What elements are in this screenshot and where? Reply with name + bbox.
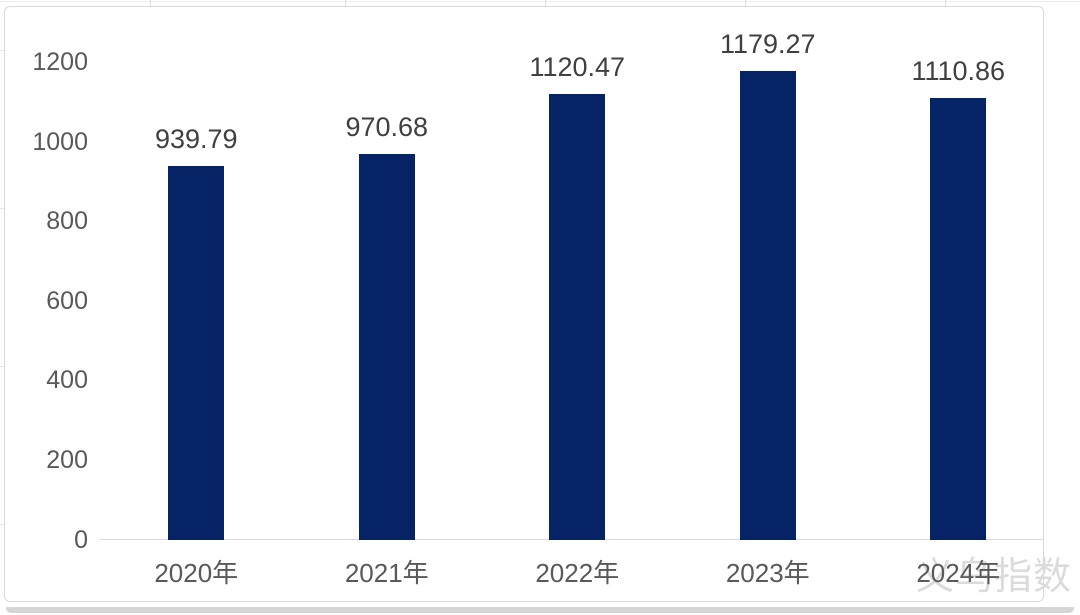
y-axis-tick-label: 400 [46, 366, 88, 395]
watermark-text: 义乌指数 [916, 556, 1073, 598]
outer-frame-bottom-edge [6, 607, 1074, 613]
background-gridline-vertical [150, 0, 151, 6]
background-gridline-horizontal [0, 524, 4, 525]
bar-2024年 [930, 97, 987, 540]
bar-value-label: 1110.86 [911, 55, 1006, 86]
background-gridline-horizontal [0, 208, 4, 209]
y-axis-tick-label: 1200 [32, 48, 88, 76]
background-gridline-vertical [745, 0, 746, 6]
x-axis-category-label: 2020年 [154, 558, 239, 588]
bar-2021年 [358, 153, 415, 540]
background-gridline-horizontal [0, 50, 4, 51]
background-gridline-vertical [345, 0, 346, 6]
background-gridline-vertical [945, 0, 946, 6]
bar-2023年 [739, 70, 796, 540]
y-axis-tick-label: 0 [74, 525, 88, 554]
x-axis-category-label: 2024年 [916, 558, 1001, 588]
y-axis-tick-label: 1000 [32, 127, 88, 156]
background-gridline-vertical [545, 0, 546, 6]
bar-value-label: 939.79 [154, 124, 238, 155]
bar-value-label: 1179.27 [719, 28, 816, 59]
chart-card [4, 6, 1044, 602]
background-gridline-horizontal [0, 1, 1080, 2]
x-axis-category-label: 2021年 [344, 558, 429, 588]
y-axis-tick-label: 600 [46, 286, 88, 315]
bar-value-label: 970.68 [345, 111, 429, 142]
x-axis-category-label: 2023年 [725, 558, 810, 588]
y-axis-tick-label: 800 [46, 207, 88, 236]
bar-value-label: 1120.47 [529, 52, 626, 83]
bar-2022年 [549, 94, 606, 540]
bar-2020年 [168, 166, 225, 540]
background-gridline-horizontal [0, 366, 4, 367]
x-axis-category-label: 2022年 [535, 558, 620, 588]
y-axis-tick-label: 200 [46, 445, 88, 474]
